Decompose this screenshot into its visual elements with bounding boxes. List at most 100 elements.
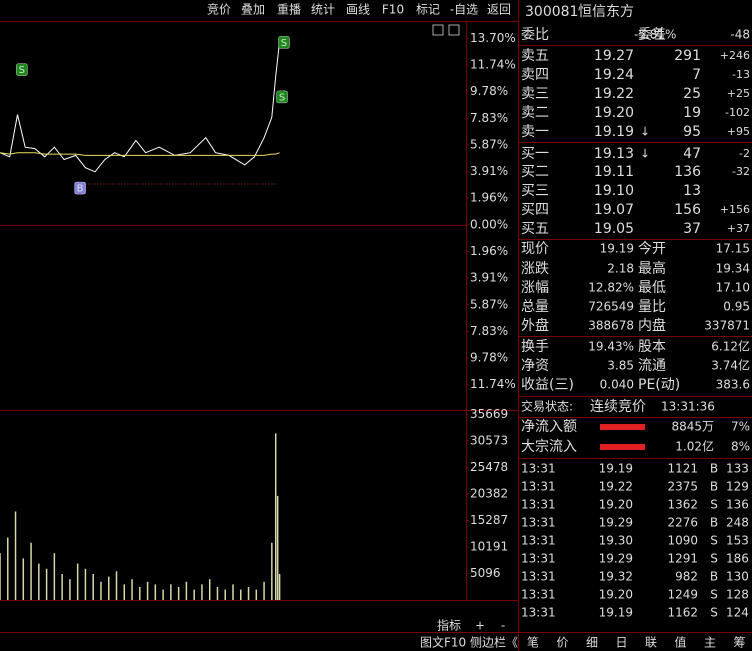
stock-name: 恒信东方 [578,4,634,20]
trade-price: 19.32 [599,570,633,584]
trade-marker [74,181,86,195]
book-label: 卖五 [521,48,549,64]
trade-side: S [710,498,718,512]
trade-side: B [710,462,718,476]
toolbar-button[interactable]: -自选 [450,3,478,17]
trade-side: B [710,570,718,584]
label: 最低 [638,280,666,296]
side-tab[interactable]: 细 [586,636,598,650]
book-label: 买四 [521,202,549,218]
label: 今开 [638,241,666,257]
trade-time: 13:31 [521,462,556,476]
y-tick-label: 13.70% [470,31,516,45]
book-label: 卖二 [521,105,549,121]
trade-marker-label: S [19,65,25,76]
y-tick-label: 1.96% [470,191,508,205]
indicator-button[interactable]: - [501,619,505,633]
y-tick-label: 9.78% [470,84,508,98]
y-tick-label: 5.87% [470,137,508,151]
indicator-button[interactable]: + [475,619,485,633]
label: 内盘 [638,317,666,334]
trade-price: 19.29 [599,552,633,566]
trade-volume: 2375 [667,480,698,494]
book-price: 19.20 [594,105,634,121]
status-value: 连续竞价 [590,398,646,415]
trade-price: 19.20 [599,498,633,512]
side-tab[interactable]: 笔 [527,635,539,650]
book-change: +246 [720,49,750,62]
trade-time: 13:31 [521,480,556,494]
trade-count: 124 [726,606,749,620]
book-volume: 47 [683,146,701,162]
value: 17.10 [716,281,750,295]
trade-count: 130 [726,570,749,584]
value: 2.18 [607,262,634,276]
trade-count: 186 [726,552,749,566]
book-price: 19.07 [594,202,634,218]
value: 0.95 [723,300,750,314]
trade-volume: 2276 [667,516,698,530]
book-price: 19.24 [594,67,634,83]
label: 量比 [638,299,666,315]
toolbar-button[interactable]: F10 [382,3,404,17]
side-tab[interactable]: 价 [556,636,568,650]
stock-code: 300081 [525,4,578,20]
toolbar-button[interactable]: 叠加 [241,3,265,17]
trade-count: 248 [726,516,749,530]
status-time: 13:31:36 [661,400,715,414]
trade-side: B [710,480,718,494]
book-volume: 13 [683,183,701,199]
book-label: 买五 [521,221,549,237]
toolbar-button[interactable]: 重播 [277,3,301,17]
volume-tick-label: 30573 [470,433,508,447]
side-tab[interactable]: 联 [645,636,657,650]
book-volume: 25 [683,86,701,102]
value: 19.19 [600,242,634,256]
flow-label: 净流入额 [521,419,577,435]
volume-tick-label: 5096 [470,566,501,580]
value: 12.82% [588,281,634,295]
book-change: +156 [720,203,750,216]
trade-side: S [710,606,718,620]
value: 383.6 [716,378,750,392]
value: 3.74亿 [711,358,750,373]
trade-marker [278,36,290,49]
trade-time: 13:31 [521,606,556,620]
trade-volume: 1121 [667,462,698,476]
label: 换手 [521,338,549,355]
book-price: 19.22 [594,86,634,102]
trade-price: 19.20 [599,588,633,602]
toolbar-button[interactable]: 竞价 [207,3,231,17]
toolbar-button[interactable]: 画线 [346,3,370,17]
side-tab[interactable]: 日 [615,636,627,650]
value: 388678 [588,319,634,333]
trade-time: 13:31 [521,498,556,512]
trade-count: 129 [726,480,749,494]
side-tab[interactable]: 值 [674,635,686,650]
flow-percent: 7% [731,420,750,434]
trade-time: 13:31 [521,588,556,602]
label: 最高 [638,260,666,277]
side-tab[interactable]: 主 [704,636,716,650]
value: 6.12亿 [711,339,750,354]
label: 流通 [638,358,666,374]
footer-button[interactable]: 图文F10 [420,635,466,650]
zoom-buttons[interactable] [432,24,460,36]
trade-marker-label: B [77,184,84,195]
trade-volume: 1362 [667,498,698,512]
toolbar-button[interactable]: 统计 [311,3,335,17]
book-label: 买一 [521,146,549,162]
toolbar-button[interactable]: 标记 [416,3,440,17]
toolbar-button[interactable]: 返回 [487,3,511,17]
side-tab[interactable]: 筹 [733,636,745,650]
value: 726549 [588,300,634,314]
footer-button[interactable]: 侧边栏《 [470,635,518,650]
trade-side: S [710,552,718,566]
book-label: 卖三 [521,86,549,102]
indicator-button[interactable]: 指标 [437,618,461,633]
value: -48 [730,28,750,42]
book-change: -2 [739,147,750,160]
y-tick-label: 7.83% [470,111,508,125]
status-label: 交易状态: [521,399,573,414]
